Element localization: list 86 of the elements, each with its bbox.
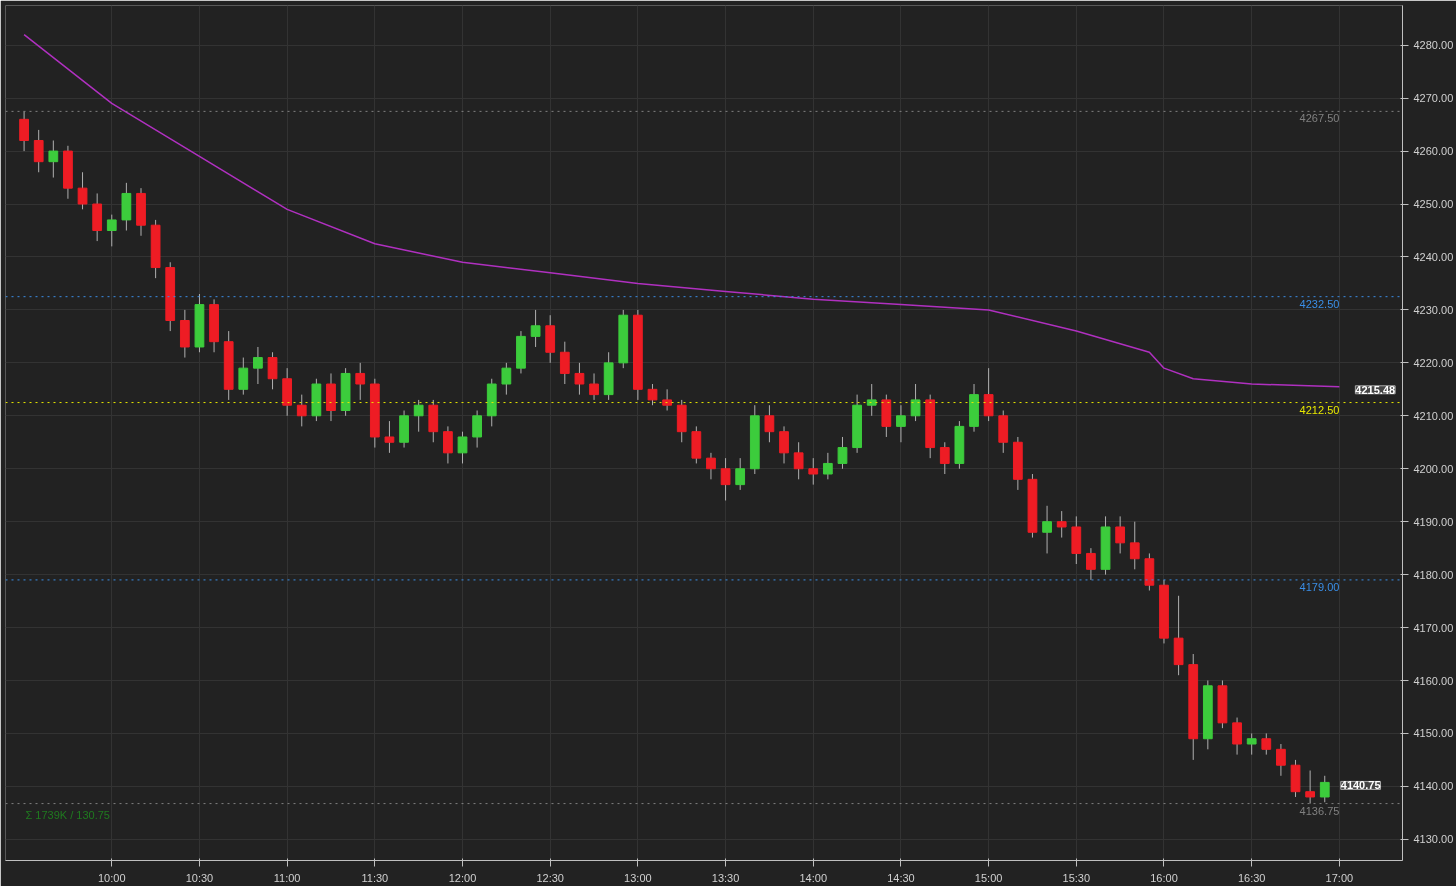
candlestick (720, 457, 731, 501)
y-tick-label: 4240.00 (1413, 250, 1454, 263)
candlestick (355, 362, 366, 401)
candlestick (808, 457, 819, 486)
y-tick-label: 4130.00 (1413, 833, 1454, 846)
candlestick (1115, 515, 1126, 554)
candlestick (793, 441, 804, 480)
y-tick-label: 4230.00 (1413, 303, 1454, 316)
x-tick-label: 13:30 (711, 871, 740, 884)
candlestick (1086, 547, 1096, 581)
candlestick (253, 346, 263, 385)
candlestick (910, 383, 921, 422)
candlestick (764, 404, 775, 443)
candlestick (939, 441, 950, 475)
candlestick (77, 171, 88, 210)
candlestick (1056, 510, 1067, 539)
candlestick (706, 452, 716, 480)
candlestick (1246, 732, 1257, 756)
candlestick (106, 214, 117, 247)
ref-line-label: 4232.50 (1299, 297, 1340, 310)
candlestick (647, 383, 658, 406)
annotation: 4215.48 (1355, 383, 1396, 396)
ref-line-label: 4179.00 (1299, 580, 1340, 593)
candlestick (296, 394, 307, 427)
x-tick-label: 17:00 (1325, 871, 1354, 884)
candlestick (1276, 743, 1286, 777)
y-tick-label: 4220.00 (1413, 356, 1454, 369)
y-tick-label: 4140.00 (1413, 780, 1454, 793)
x-tick-label: 16:00 (1150, 871, 1178, 884)
x-tick-label: 13:00 (624, 871, 652, 884)
line-series (23, 33, 1341, 388)
y-tick-label: 4260.00 (1413, 145, 1454, 158)
candlestick (822, 452, 833, 480)
y-tick-label: 4150.00 (1413, 727, 1454, 740)
candlestick (866, 383, 877, 417)
ref-line-label: 4136.75 (1299, 804, 1340, 817)
y-tick-label: 4200.00 (1413, 462, 1454, 475)
candlestick (1129, 521, 1140, 570)
x-tick-label: 12:00 (448, 871, 477, 884)
candlestick (779, 425, 789, 464)
y-tick-label: 4190.00 (1413, 515, 1454, 528)
x-tick-label: 15:00 (974, 871, 1003, 884)
candlestick (589, 372, 599, 401)
x-tick-label: 14:30 (887, 871, 915, 884)
candlestick (457, 431, 468, 464)
y-tick-label: 4170.00 (1413, 621, 1454, 634)
y-tick-label: 4270.00 (1413, 92, 1454, 105)
candlestick (413, 399, 424, 433)
candlestick (1305, 770, 1316, 805)
annotation: Σ 1739K / 130.75 (25, 808, 110, 821)
candlestick (983, 367, 994, 422)
candlestick (1319, 775, 1330, 803)
x-tick-label: 10:00 (98, 871, 126, 884)
candlestick (267, 351, 278, 390)
y-tick-label: 4210.00 (1413, 409, 1454, 422)
candlestick (33, 129, 44, 173)
candlestick (574, 362, 585, 396)
y-tick-label: 4250.00 (1413, 198, 1454, 211)
y-tick-label: 4180.00 (1413, 568, 1454, 581)
ref-line-label: 4267.50 (1299, 112, 1340, 125)
candlestick (238, 357, 249, 396)
candlestick (19, 110, 29, 152)
y-tick-label: 4160.00 (1413, 674, 1454, 687)
candlestick (896, 404, 906, 443)
candlestick (1042, 505, 1052, 554)
candlestick (837, 436, 848, 470)
x-tick-label: 15:30 (1062, 871, 1091, 884)
candlestick (1232, 717, 1242, 756)
candlestick (443, 425, 453, 464)
x-tick-label: 12:30 (536, 871, 564, 884)
y-tick-label: 4280.00 (1413, 39, 1454, 52)
candlestick (530, 309, 541, 348)
ref-line-label: 4212.50 (1299, 403, 1340, 416)
candlestick (501, 362, 512, 396)
candlestick (48, 140, 59, 179)
annotation: 4140.75 (1340, 779, 1381, 792)
candlestick (735, 457, 746, 491)
candlestick (559, 341, 570, 385)
x-tick-label: 10:30 (185, 871, 214, 884)
x-tick-label: 16:30 (1237, 871, 1266, 884)
x-tick-label: 11:00 (273, 871, 301, 884)
candlestick (384, 420, 395, 454)
candlestick (1261, 732, 1272, 756)
x-tick-label: 14:00 (799, 871, 828, 884)
candlestick (472, 410, 483, 449)
x-tick-label: 11:30 (361, 871, 389, 884)
